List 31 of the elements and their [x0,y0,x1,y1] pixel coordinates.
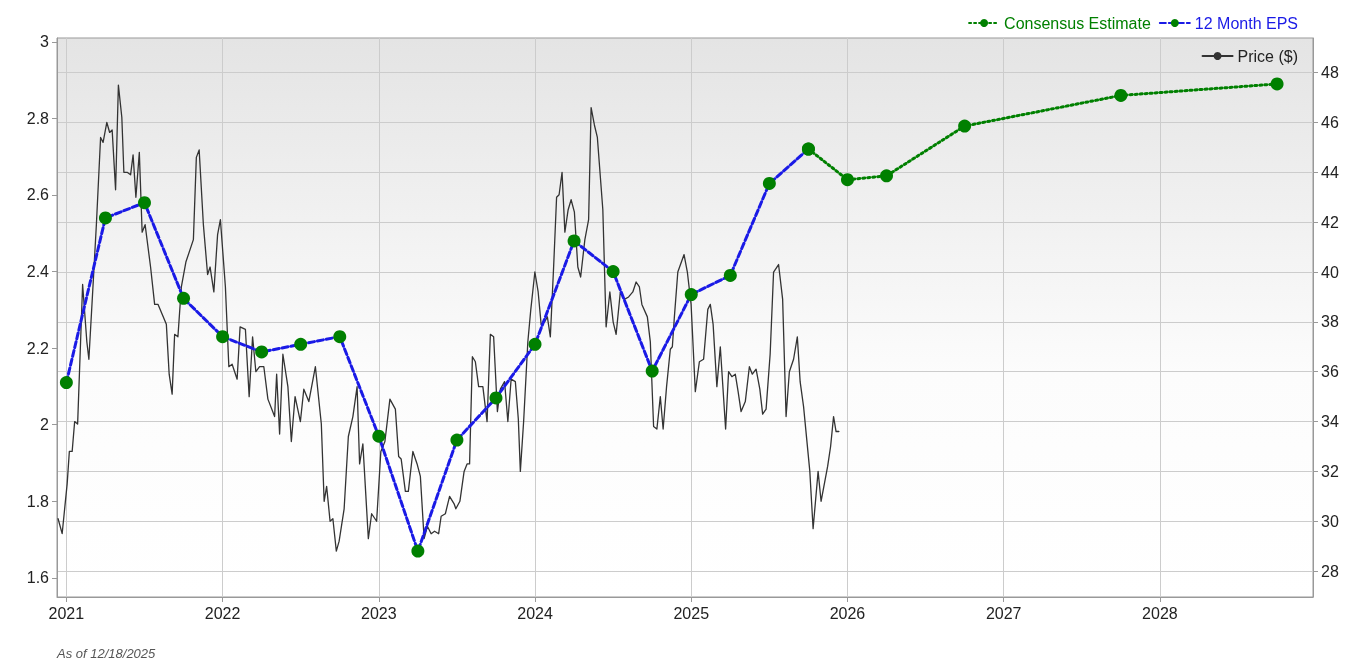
y2-tick-label: 44 [1321,163,1339,181]
y2-tick-label: 30 [1321,512,1339,530]
y-tick-label: 2.4 [26,263,50,281]
x-tick-label: 2025 [673,604,710,622]
y-tick-label: 2.6 [26,186,50,204]
x-tick-label: 2027 [985,604,1022,622]
y-tick-label: 3 [40,33,50,51]
x-tick-label: 2023 [361,604,397,622]
y-tick-label: 1.8 [26,492,50,510]
y2-tick-label: 48 [1321,64,1339,82]
legend-label: 12 Month EPS [1194,14,1298,32]
y2-tick-label: 34 [1321,413,1339,431]
x-tick-label: 2026 [829,604,866,622]
text: As of 12/18/2025 [56,646,157,661]
y2-tick-label: 32 [1321,462,1339,480]
y2-tick-label: 38 [1321,313,1339,331]
y2-tick-label: 40 [1321,263,1339,281]
y-tick-label: 2 [40,416,50,434]
y2-tick-label: 42 [1321,213,1339,231]
x-tick-label: 2021 [48,604,85,622]
x-tick-label: 2022 [204,604,241,622]
y-tick-label: 2.2 [26,339,50,357]
y-tick-label: 1.6 [26,569,50,587]
legend-label: Price ($) [1237,47,1298,65]
y2-tick-label: 28 [1321,562,1339,580]
y2-tick-label: 36 [1321,363,1339,381]
x-tick-label: 2028 [1142,604,1178,622]
y-tick-label: 2.8 [26,109,50,127]
x-tick-label: 2024 [517,604,553,622]
y2-tick-label: 46 [1321,113,1339,131]
legend-label: Consensus Estimate [1004,14,1151,32]
